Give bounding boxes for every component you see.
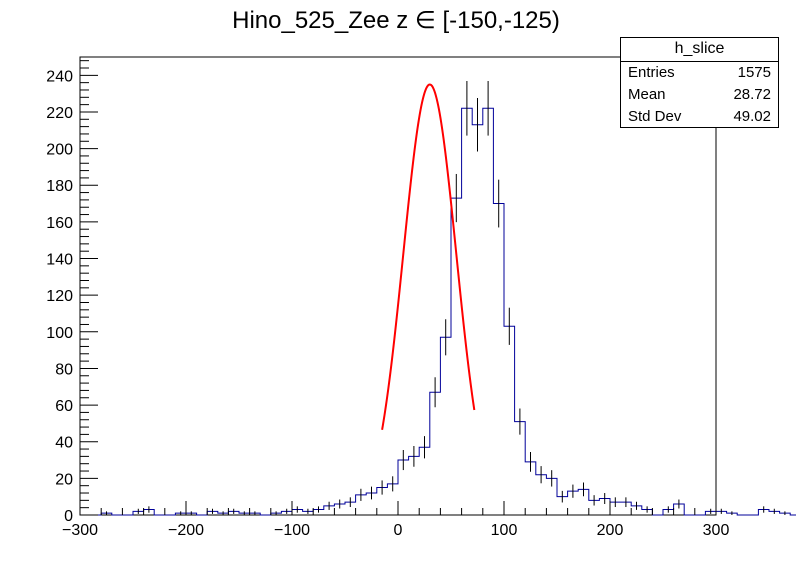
y-tick-label: 40 bbox=[55, 435, 73, 452]
x-tick-label: −100 bbox=[274, 522, 310, 539]
stats-value: 1575 bbox=[737, 64, 771, 81]
error-bars bbox=[106, 80, 786, 515]
y-tick-label: 120 bbox=[46, 288, 73, 305]
y-tick-label: 140 bbox=[46, 252, 73, 269]
y-tick-label: 80 bbox=[55, 361, 73, 378]
stats-row-stddev: Std Dev 49.02 bbox=[621, 106, 778, 128]
stats-value: 28.72 bbox=[733, 86, 771, 103]
stats-label: Mean bbox=[628, 86, 666, 103]
histogram bbox=[80, 107, 796, 516]
stats-value: 49.02 bbox=[733, 108, 771, 125]
axes: −300 −200 −100 0 100 200 300 0 20 40 60 80 100 120 140… bbox=[46, 60, 730, 539]
histogram-outline bbox=[80, 107, 796, 516]
x-tick-label: 0 bbox=[394, 522, 403, 539]
y-tick-label: 240 bbox=[46, 68, 73, 85]
y-tick-label: 180 bbox=[46, 178, 73, 195]
x-tick-label: 100 bbox=[491, 522, 518, 539]
stats-row-mean: Mean 28.72 bbox=[621, 84, 778, 106]
y-tick-label: 220 bbox=[46, 105, 73, 122]
x-tick-label: −200 bbox=[168, 522, 204, 539]
y-tick-label: 60 bbox=[55, 398, 73, 415]
y-tick-label: 100 bbox=[46, 325, 73, 342]
stats-title: h_slice bbox=[621, 38, 778, 62]
stats-row-entries: Entries 1575 bbox=[621, 62, 778, 84]
fit-curve bbox=[381, 83, 476, 430]
chart-title: Hino_525_Zee z ∈ [-150,-125) bbox=[232, 7, 560, 34]
y-tick-label: 160 bbox=[46, 215, 73, 232]
x-tick-label: 200 bbox=[597, 522, 624, 539]
stats-box: h_slice Entries 1575 Mean 28.72 Std Dev … bbox=[620, 37, 779, 128]
stats-label: Std Dev bbox=[628, 108, 682, 125]
x-tick-label: −300 bbox=[62, 522, 98, 539]
y-tick-label: 200 bbox=[46, 142, 73, 159]
y-tick-label: 0 bbox=[64, 508, 73, 525]
y-tick-label: 20 bbox=[55, 471, 73, 488]
stats-label: Entries bbox=[628, 64, 675, 81]
x-tick-label: 300 bbox=[703, 522, 730, 539]
